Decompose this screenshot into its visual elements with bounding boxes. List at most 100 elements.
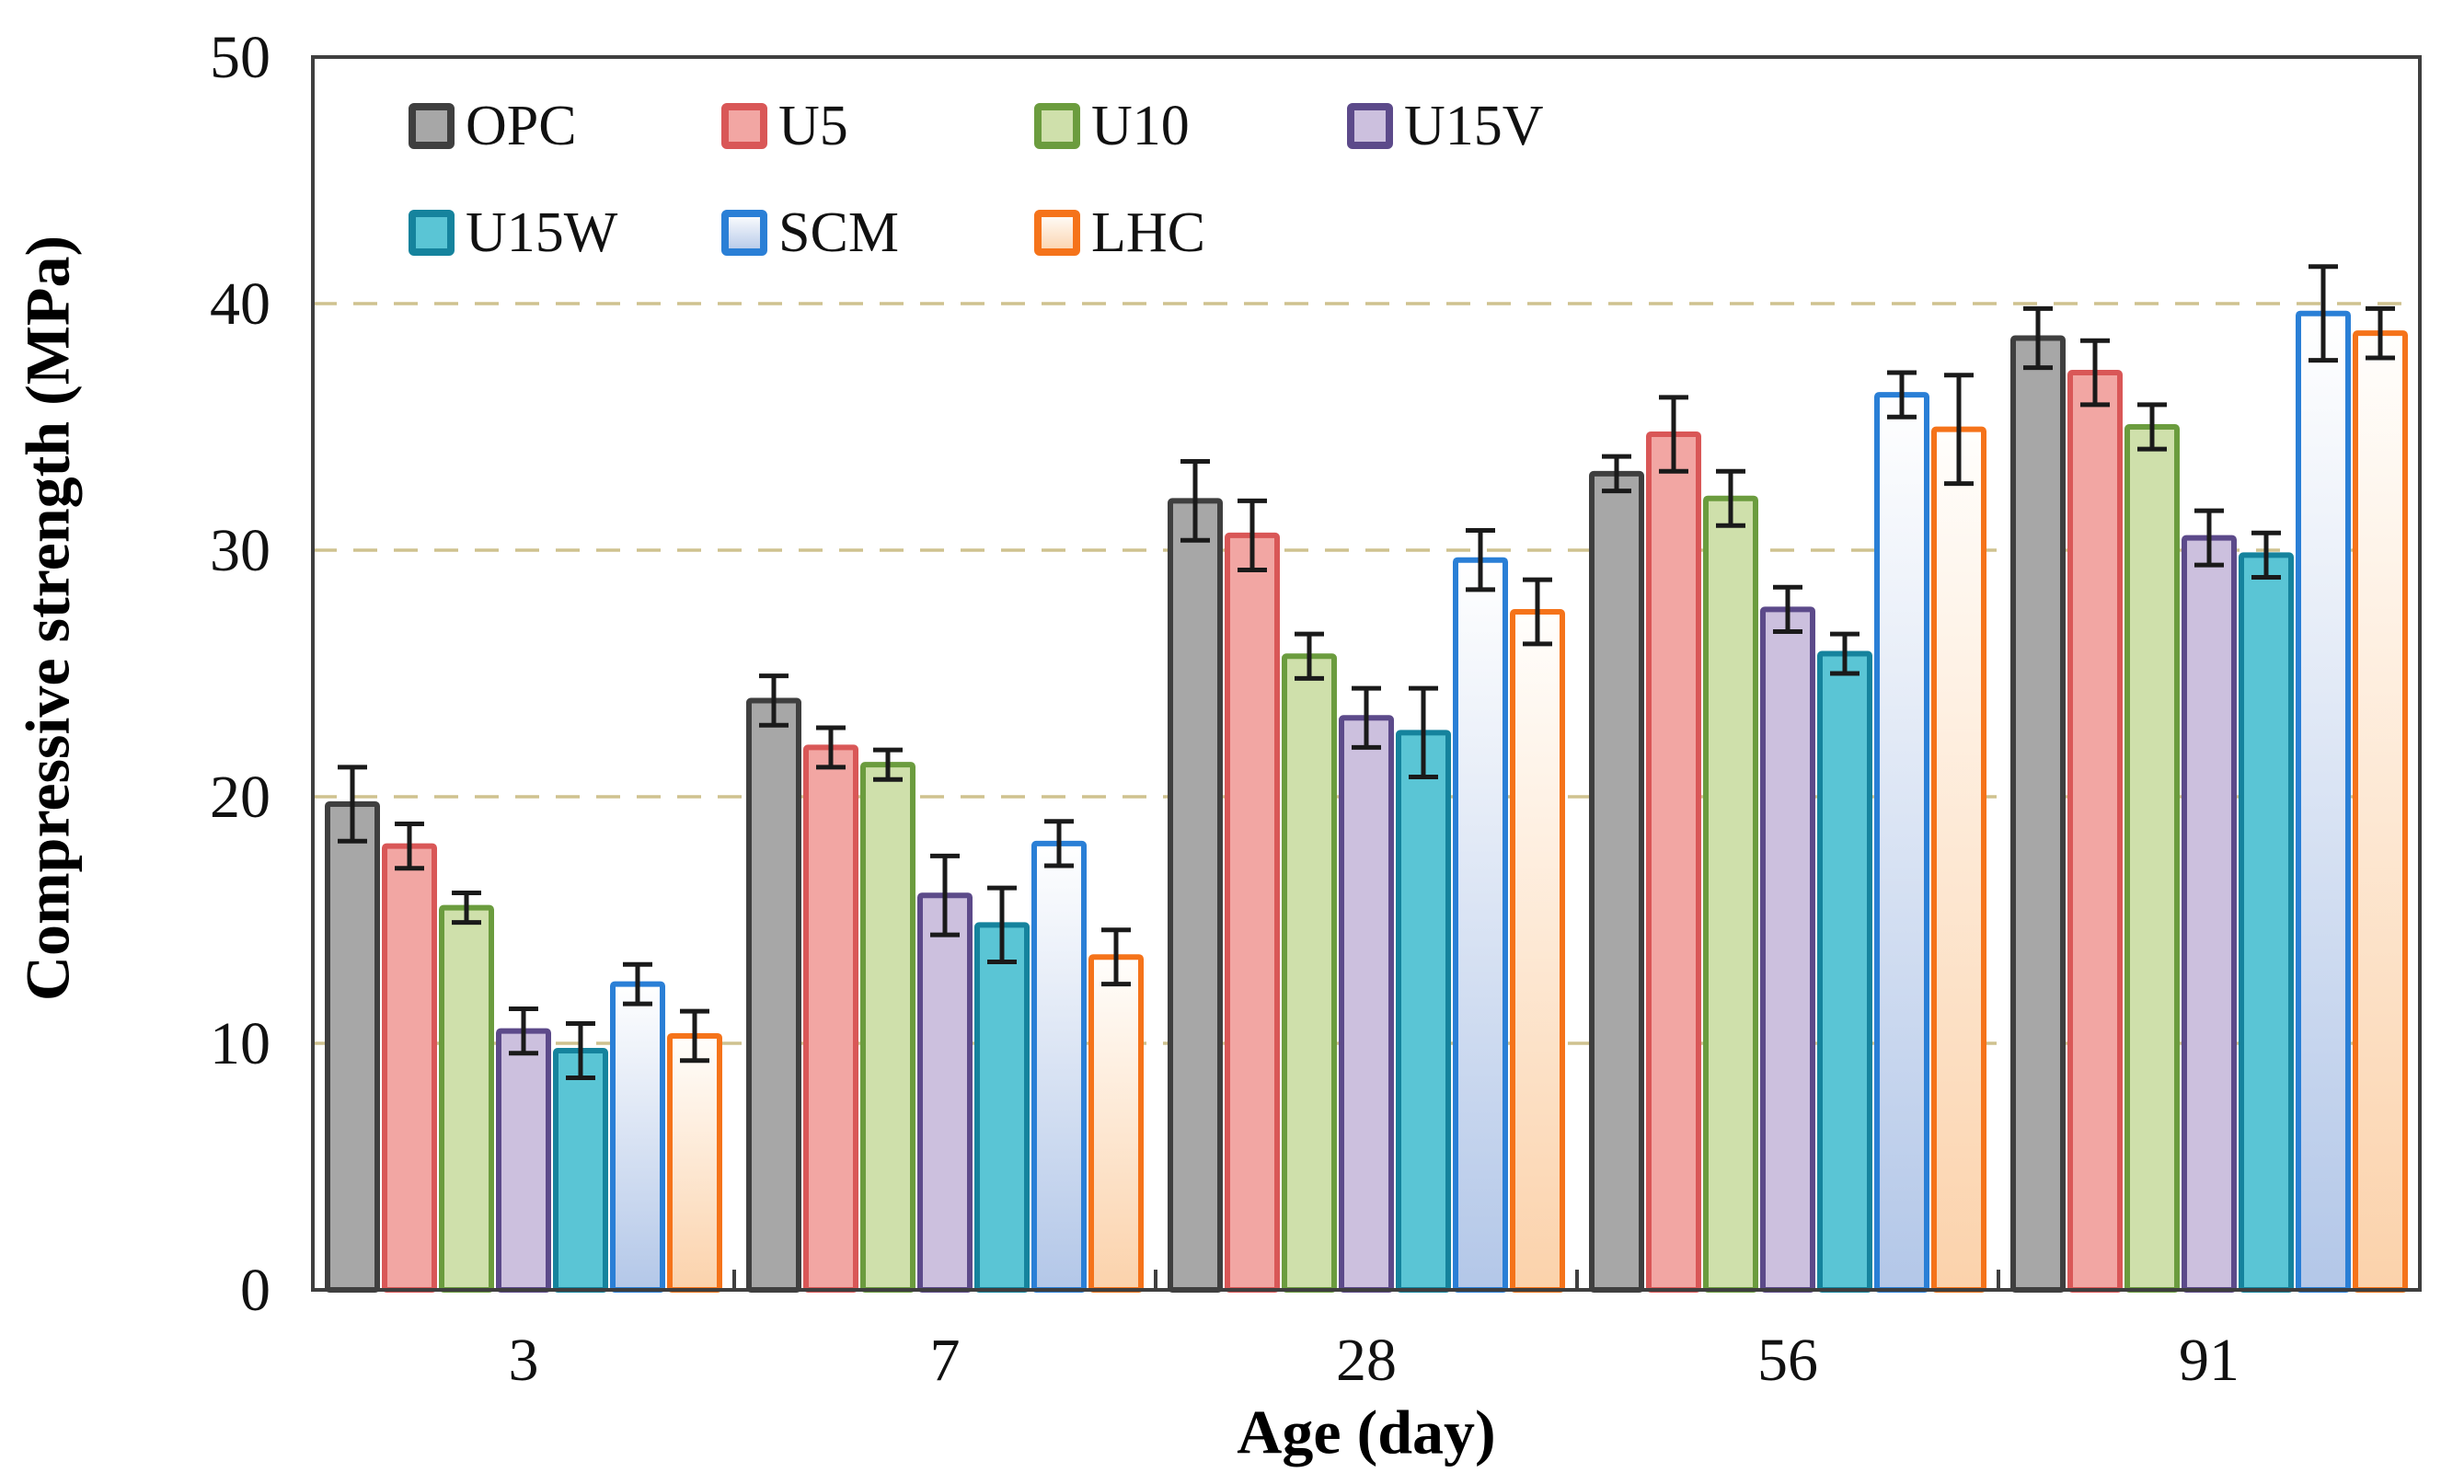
bar-LHC-91: [2353, 330, 2408, 1293]
legend-item-OPC: OPC: [409, 95, 577, 157]
error-bar-U15V-3: [509, 1006, 538, 1056]
bar-SCM-3: [610, 981, 665, 1294]
error-bar-U5-91: [2080, 338, 2110, 408]
legend-label-LHC: LHC: [1091, 201, 1205, 264]
legend-swatch-U15W: [409, 210, 455, 256]
legend-label-U15W: U15W: [466, 201, 618, 264]
bar-U15W-28: [1396, 730, 1451, 1293]
x-tick-label-56: 56: [1757, 1327, 1818, 1394]
legend-swatch-U15V: [1347, 103, 1393, 149]
error-bar-SCM-7: [1044, 819, 1074, 869]
y-tick-label-0: 0: [240, 1257, 271, 1324]
bar-SCM-91: [2296, 310, 2351, 1294]
bar-OPC-56: [1589, 470, 1644, 1293]
error-bar-LHC-3: [680, 1008, 709, 1064]
bar-U15W-3: [553, 1048, 608, 1294]
legend-swatch-SCM: [721, 210, 767, 256]
error-bar-OPC-7: [759, 673, 789, 728]
bar-U15V-3: [496, 1028, 551, 1293]
legend-label-U15V: U15V: [1404, 95, 1544, 157]
error-bar-U15V-28: [1352, 685, 1381, 750]
legend-item-LHC: LHC: [1034, 201, 1205, 264]
legend-item-U5: U5: [721, 95, 848, 157]
legend-label-U5: U5: [778, 95, 848, 157]
bar-SCM-7: [1031, 840, 1087, 1293]
bar-LHC-28: [1510, 609, 1565, 1293]
error-bar-U15W-91: [2251, 530, 2281, 580]
error-bar-U15V-91: [2194, 508, 2224, 568]
x-tick-label-28: 28: [1336, 1327, 1397, 1394]
bar-SCM-56: [1874, 392, 1929, 1294]
bar-OPC-3: [325, 801, 380, 1293]
error-bar-U10-7: [873, 747, 903, 782]
x-axis-title: Age (day): [1237, 1397, 1496, 1467]
legend-label-SCM: SCM: [778, 201, 899, 264]
legend-swatch-OPC: [409, 103, 455, 149]
legend-label-U10: U10: [1091, 95, 1190, 157]
legend-item-U15V: U15V: [1347, 95, 1544, 157]
error-bar-U15W-56: [1830, 631, 1860, 676]
bar-U5-56: [1646, 431, 1701, 1294]
legend-item-SCM: SCM: [721, 201, 899, 264]
y-tick-label-40: 40: [210, 270, 271, 338]
error-bar-SCM-56: [1887, 370, 1917, 420]
error-bar-U5-56: [1659, 395, 1688, 474]
error-bar-U15W-28: [1409, 685, 1438, 780]
error-bar-OPC-56: [1602, 454, 1631, 494]
error-bar-LHC-91: [2366, 305, 2395, 361]
legend-swatch-U5: [721, 103, 767, 149]
plot-frame: [311, 55, 2422, 1292]
bar-U5-3: [382, 843, 437, 1293]
bar-U10-91: [2124, 424, 2180, 1293]
bar-SCM-28: [1453, 557, 1508, 1293]
bar-U10-28: [1282, 653, 1337, 1293]
error-bar-SCM-3: [623, 961, 652, 1007]
legend-label-OPC: OPC: [466, 95, 577, 157]
error-bar-U10-91: [2137, 402, 2167, 452]
error-bar-U10-56: [1716, 468, 1745, 528]
y-axis-title: Compressive strength (MPa): [12, 235, 83, 1002]
error-bar-U5-28: [1238, 498, 1267, 572]
bar-U5-91: [2067, 370, 2123, 1294]
bar-U15V-56: [1760, 606, 1815, 1293]
error-bar-U10-3: [452, 891, 481, 926]
error-bar-OPC-28: [1180, 459, 1210, 543]
bar-U10-7: [860, 762, 915, 1293]
bar-U15W-7: [974, 922, 1030, 1293]
bar-OPC-91: [2010, 335, 2066, 1293]
bar-U5-28: [1225, 532, 1280, 1293]
x-tick-label-7: 7: [930, 1327, 961, 1394]
bar-U10-56: [1703, 495, 1758, 1293]
y-tick-label-10: 10: [210, 1010, 271, 1077]
bar-LHC-7: [1088, 954, 1144, 1293]
bar-U15V-7: [917, 892, 973, 1293]
legend-swatch-LHC: [1034, 210, 1080, 256]
legend-swatch-U10: [1034, 103, 1080, 149]
error-bar-U5-3: [395, 821, 424, 871]
y-tick-label-20: 20: [210, 764, 271, 831]
bar-U15V-28: [1339, 715, 1394, 1293]
bar-U15W-56: [1817, 650, 1872, 1293]
bar-U5-7: [803, 744, 858, 1293]
error-bar-U15V-56: [1773, 584, 1802, 634]
error-bar-LHC-56: [1944, 373, 1974, 487]
bar-U15V-91: [2182, 535, 2237, 1293]
error-bar-LHC-7: [1101, 927, 1131, 987]
bar-U10-3: [439, 904, 494, 1293]
error-bar-LHC-28: [1523, 577, 1552, 647]
bar-LHC-3: [667, 1032, 722, 1293]
error-bar-U15W-3: [566, 1021, 595, 1081]
error-bar-U15V-7: [930, 853, 960, 938]
error-bar-U5-7: [816, 725, 846, 770]
x-tick-label-3: 3: [509, 1327, 539, 1394]
bar-OPC-7: [746, 697, 801, 1293]
bar-LHC-56: [1931, 426, 1986, 1293]
bar-U15W-91: [2239, 552, 2294, 1293]
error-bar-SCM-28: [1466, 528, 1495, 592]
legend-item-U15W: U15W: [409, 201, 618, 264]
y-tick-label-30: 30: [210, 517, 271, 584]
y-tick-label-50: 50: [210, 24, 271, 91]
bar-OPC-28: [1168, 498, 1223, 1293]
